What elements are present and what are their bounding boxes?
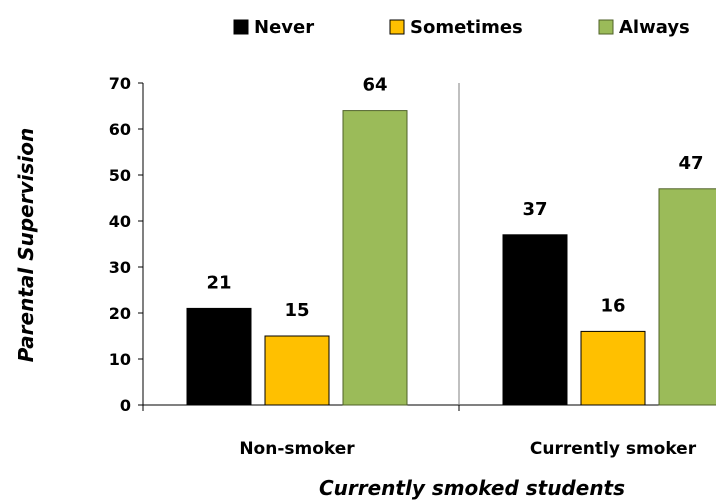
data-labels-group: 21 15 64 37 16 47 bbox=[206, 75, 703, 321]
legend-label-sometimes: Sometimes bbox=[410, 17, 523, 38]
y-tick-label: 50 bbox=[109, 166, 131, 185]
bar-sometimes-1 bbox=[264, 335, 330, 406]
data-label: 37 bbox=[522, 199, 547, 220]
bar-never-2 bbox=[502, 234, 568, 406]
bars-group bbox=[186, 110, 716, 406]
y-tick-label: 10 bbox=[109, 350, 131, 369]
data-label: 16 bbox=[600, 295, 625, 316]
y-axis-title: Parental Supervision bbox=[14, 128, 38, 362]
y-tick-label: 60 bbox=[109, 120, 131, 139]
data-label: 21 bbox=[206, 272, 231, 293]
data-label: 47 bbox=[678, 153, 703, 174]
legend-label-always: Always bbox=[619, 17, 690, 38]
x-tick-label: Non-smoker bbox=[239, 439, 355, 459]
bar-always-2 bbox=[658, 188, 716, 406]
y-tick-label: 0 bbox=[120, 396, 131, 415]
legend-swatch-always bbox=[598, 19, 614, 35]
y-tick-label: 70 bbox=[109, 74, 131, 93]
legend-swatch-never bbox=[233, 19, 249, 35]
y-tick-label: 40 bbox=[109, 212, 131, 231]
legend: Never Sometimes Always bbox=[233, 17, 690, 38]
y-tick-label: 20 bbox=[109, 304, 131, 323]
y-tick-label: 30 bbox=[109, 258, 131, 277]
bar-always-1 bbox=[342, 110, 408, 406]
data-label: 64 bbox=[362, 75, 387, 96]
y-axis: 0 10 20 30 40 50 60 70 bbox=[109, 74, 144, 415]
x-tick-label: Currently smoker bbox=[530, 439, 697, 459]
legend-label-never: Never bbox=[254, 17, 314, 38]
bar-sometimes-2 bbox=[580, 330, 646, 406]
data-label: 15 bbox=[284, 300, 309, 321]
legend-swatch-sometimes bbox=[389, 19, 405, 35]
bar-never-1 bbox=[186, 307, 252, 406]
x-axis-title: Currently smoked students bbox=[319, 476, 625, 500]
